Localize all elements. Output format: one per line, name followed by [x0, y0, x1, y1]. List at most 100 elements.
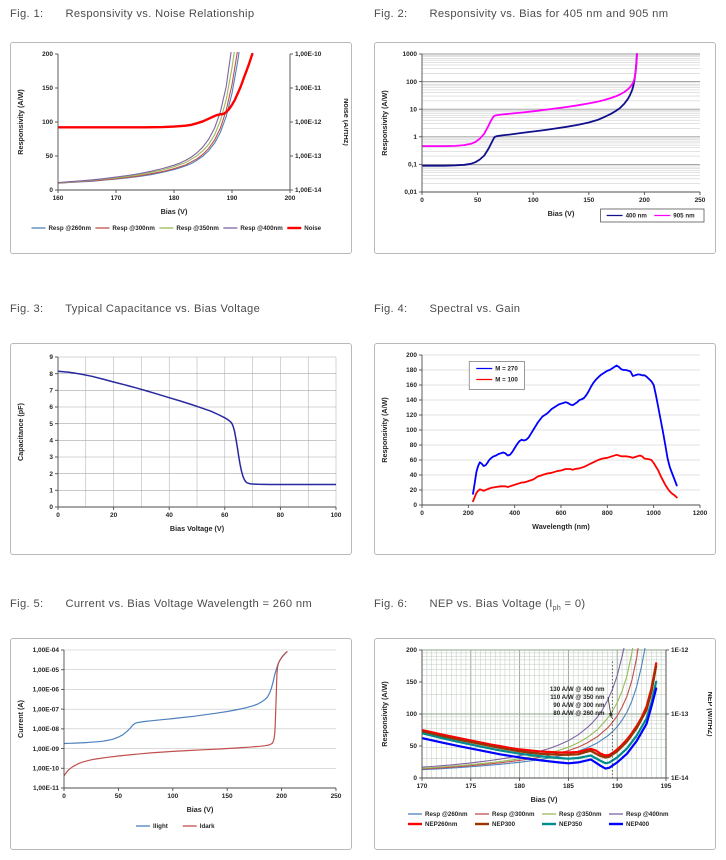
- svg-text:905 nm: 905 nm: [673, 213, 695, 220]
- fig1-series-resp-350nm: [58, 52, 235, 184]
- fig1-y-axis-label: Responsivity (A/W): [16, 89, 25, 155]
- svg-text:200: 200: [285, 195, 296, 202]
- svg-text:140: 140: [406, 397, 417, 404]
- svg-text:1,00E-04: 1,00E-04: [33, 647, 60, 654]
- figure-4: Fig. 4: Spectral vs. Gain 0 200 400 600 800 1…: [374, 303, 716, 555]
- svg-text:130 A/W @ 400 nm: 130 A/W @ 400 nm: [550, 686, 605, 693]
- fig1-series-resp-260nm: [58, 52, 240, 184]
- svg-text:190: 190: [612, 783, 623, 790]
- svg-text:195: 195: [661, 783, 672, 790]
- fig5-grid: [64, 649, 336, 789]
- fig3-y-axis-label: Capacitance (pF): [16, 402, 25, 461]
- svg-text:Resp @400nm: Resp @400nm: [240, 225, 283, 232]
- fig6-series-resp-350nm: [422, 648, 634, 769]
- svg-text:1000: 1000: [646, 510, 661, 517]
- fig4-series-m-270: [472, 364, 678, 495]
- fig6-series-resp-400nm: [422, 648, 625, 768]
- svg-text:Bias (V): Bias (V): [187, 805, 214, 814]
- svg-text:3: 3: [49, 454, 53, 461]
- figure-3: Fig. 3: Typical Capacitance vs. Bias Vol…: [10, 303, 352, 555]
- fig4-grid: [422, 354, 700, 506]
- fig1-axes: [55, 53, 293, 193]
- svg-text:1,00E-08: 1,00E-08: [33, 726, 60, 733]
- svg-text:600: 600: [556, 510, 567, 517]
- svg-text:Bias (V): Bias (V): [161, 207, 188, 216]
- svg-text:100: 100: [406, 79, 417, 86]
- figure-1-caption: Fig. 1: Responsivity vs. Noise Relations…: [10, 8, 352, 28]
- svg-text:1,00E-10: 1,00E-10: [33, 765, 60, 772]
- svg-text:7: 7: [49, 388, 53, 395]
- svg-text:50: 50: [410, 743, 418, 750]
- figure-4-label: Fig. 4:: [374, 303, 408, 315]
- fig2-series-400-nm: [422, 53, 638, 167]
- fig1-series-noise: [58, 52, 254, 129]
- svg-text:NEP260nm: NEP260nm: [425, 821, 458, 828]
- svg-text:8: 8: [49, 371, 53, 378]
- svg-text:M = 270: M = 270: [495, 366, 518, 373]
- figure-1-title: Responsivity vs. Noise Relationship: [65, 8, 255, 20]
- figure-6-svg: 170 175 180 185 190 195 0 50 100 150 200 1E-12 1E-13…: [380, 647, 712, 828]
- svg-text:Ilight: Ilight: [153, 823, 168, 830]
- svg-text:6: 6: [49, 404, 53, 411]
- fig4-legend: M = 270 M = 100: [468, 361, 525, 390]
- svg-text:1E-14: 1E-14: [671, 775, 689, 782]
- svg-text:NEP400: NEP400: [626, 821, 650, 828]
- svg-text:10: 10: [410, 106, 418, 113]
- svg-text:0: 0: [49, 504, 53, 511]
- svg-text:60: 60: [221, 512, 229, 519]
- svg-text:0: 0: [420, 510, 424, 517]
- svg-text:160: 160: [406, 382, 417, 389]
- svg-text:100: 100: [331, 512, 342, 519]
- svg-text:40: 40: [166, 512, 174, 519]
- figure-3-chart: 0 20 40 60 80 100 0 1 2 3 4 5 6 7 8 9 Bias Voltage (V) Ca…: [10, 343, 352, 555]
- svg-text:400: 400: [509, 510, 520, 517]
- svg-text:200: 200: [406, 352, 417, 359]
- fig5-series-idark: [64, 651, 288, 777]
- svg-text:0: 0: [62, 793, 66, 800]
- fig3-series-capacitance: [58, 370, 336, 486]
- fig1-legend: Resp @260nm Resp @300nm Resp @350nm Resp @4…: [31, 225, 322, 232]
- svg-text:Bias (V): Bias (V): [548, 209, 575, 218]
- svg-text:M = 100: M = 100: [495, 377, 518, 384]
- svg-text:160: 160: [53, 195, 64, 202]
- svg-text:80 A/W @ 260 nm: 80 A/W @ 260 nm: [553, 710, 605, 717]
- fig2-legend: 400 nm 905 nm: [600, 208, 705, 223]
- svg-text:60: 60: [410, 457, 418, 464]
- svg-text:Resp @260nm: Resp @260nm: [425, 811, 468, 818]
- figure-2-title: Responsivity vs. Bias for 405 nm and 905…: [429, 8, 669, 20]
- figure-6-label: Fig. 6:: [374, 598, 408, 610]
- fig2-y-axis-label: Responsivity (A/W): [380, 90, 389, 156]
- svg-text:1: 1: [49, 488, 53, 495]
- svg-text:0: 0: [420, 197, 424, 204]
- svg-text:150: 150: [42, 85, 53, 92]
- fig6-series-nep400: [422, 687, 658, 770]
- svg-text:9: 9: [49, 354, 53, 361]
- svg-text:200: 200: [463, 510, 474, 517]
- svg-text:20: 20: [410, 487, 418, 494]
- fig2-series-905-nm: [422, 53, 638, 147]
- svg-text:1: 1: [413, 134, 417, 141]
- svg-text:170: 170: [111, 195, 122, 202]
- figure-2-caption: Fig. 2: Responsivity vs. Bias for 405 nm…: [374, 8, 716, 28]
- svg-text:1,00E-13: 1,00E-13: [295, 153, 322, 160]
- fig1-series-resp-300nm: [58, 52, 238, 184]
- svg-text:50: 50: [474, 197, 482, 204]
- svg-text:170: 170: [417, 783, 428, 790]
- svg-text:Resp @350nm: Resp @350nm: [176, 225, 219, 232]
- svg-text:4: 4: [49, 438, 53, 445]
- svg-text:110 A/W @ 350 nm: 110 A/W @ 350 nm: [550, 694, 605, 701]
- svg-text:1E-13: 1E-13: [671, 711, 689, 718]
- fig5-y-axis-label: Current (A): [16, 699, 25, 738]
- svg-text:100: 100: [167, 793, 178, 800]
- figure-2-svg: 0 50 100 150 200 250 1000 100 10 1 0,1 0,01 Bias (V)…: [380, 51, 706, 223]
- fig5-axes: [61, 649, 337, 791]
- svg-text:40: 40: [410, 472, 418, 479]
- svg-text:80: 80: [277, 512, 285, 519]
- svg-text:180: 180: [514, 783, 525, 790]
- svg-text:Wavelength (nm): Wavelength (nm): [532, 522, 590, 531]
- svg-text:175: 175: [465, 783, 476, 790]
- figure-6: Fig. 6: NEP vs. Bias Voltage (Iph = 0) 1…: [374, 598, 716, 850]
- svg-text:100: 100: [406, 711, 417, 718]
- fig5-series-ilight: [64, 651, 288, 745]
- fig4-y-axis-label: Responsivity (A/W): [380, 397, 389, 463]
